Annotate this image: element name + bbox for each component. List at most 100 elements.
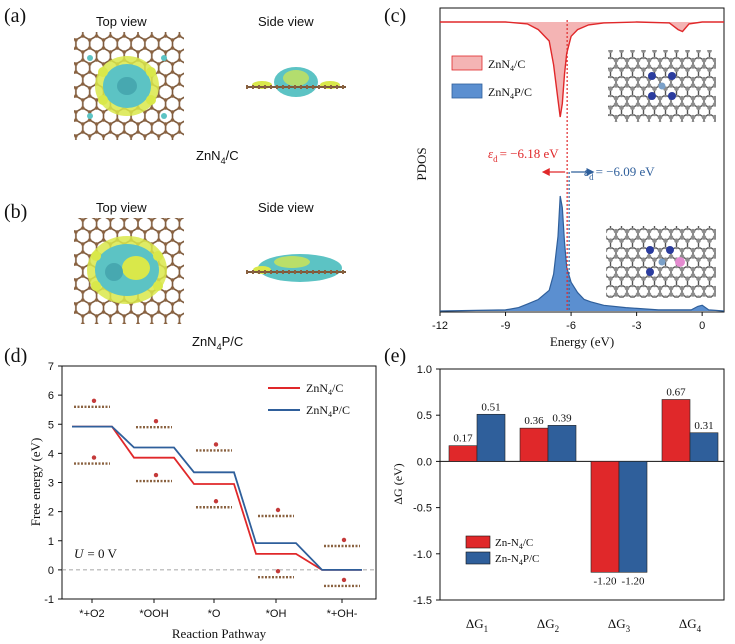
adsorbate-atom	[275, 568, 281, 574]
pdos-blue-arrow	[571, 168, 595, 176]
delta-g-bar-label: 0.51	[481, 401, 500, 413]
delta-g-bar-znn4c	[448, 445, 478, 462]
delta-g-ytick-label: -1.5	[413, 595, 432, 607]
adsorbate-atom	[341, 577, 347, 583]
znn4pc-structure-illustration	[606, 226, 716, 298]
pdos-xlabel: Energy (eV)	[550, 334, 614, 349]
pdos-legend-swatch-znn4pc	[451, 83, 483, 99]
free-energy-ytick-label: 1	[48, 536, 54, 548]
delta-g-bar-label: 0.36	[524, 415, 544, 427]
delta-g-ytick-label: 0.5	[417, 410, 432, 422]
delta-g-ytick-label: 1.0	[417, 364, 432, 376]
delta-g-xtick-label: ΔG4	[679, 616, 702, 634]
panel-b-top-view-label: Top view	[96, 200, 147, 215]
delta-g-bar-znn4c	[590, 461, 620, 573]
delta-g-bar-label: 0.39	[552, 412, 572, 424]
pdos-line-znn4pc	[439, 195, 725, 312]
free-energy-xlabel: Reaction Pathway	[172, 626, 267, 641]
pdos-legend-label-znn4pc: ZnN4P/C	[488, 85, 532, 101]
panel-b-top-view-structure	[74, 218, 184, 324]
delta-g-xtick-label: ΔG2	[537, 616, 559, 634]
delta-g-legend-label-znn4c: Zn-N4/C	[495, 537, 533, 551]
delta-g-xtick-label: ΔG1	[466, 616, 488, 634]
pdos-legend-swatch-znn4c	[451, 55, 483, 71]
delta-g-bar-label: 0.31	[694, 420, 713, 432]
free-energy-line-znn4pc	[72, 425, 362, 571]
panel-a-material-label: ZnN4/C	[196, 148, 239, 166]
free-energy-frame	[61, 365, 377, 600]
pdos-xtick-label: -3	[632, 320, 642, 332]
delta-g-xtick-label: ΔG3	[608, 616, 631, 634]
pdos-xtick-label: 0	[699, 320, 705, 332]
panel-a-side-view-structure	[246, 67, 346, 97]
adsorbate-atom	[213, 499, 219, 504]
free-energy-legend-label-znn4pc: ZnN4P/C	[306, 403, 350, 419]
adsorbate-atom	[91, 398, 97, 403]
pdos-chart: PDOS Energy (eV) -12 -9 -6 -3 0 ZnN4/C ZnN4P…	[414, 7, 725, 349]
pdos-frame	[439, 7, 725, 313]
delta-g-bar-label: 0.17	[453, 433, 473, 445]
panel-a-side-view-label: Side view	[258, 14, 314, 29]
free-energy-xtick-label: *+O2	[79, 608, 104, 620]
delta-g-legend-label-znn4pc: Zn-N4P/C	[495, 553, 539, 567]
free-energy-ylabel: Free energy (eV)	[28, 438, 43, 527]
delta-g-bar-znn4pc	[618, 461, 648, 573]
panel-e-label: (e)	[384, 345, 406, 367]
delta-g-bar-label: -1.20	[594, 575, 617, 587]
potential-annotation: U = 0 V	[74, 546, 117, 561]
free-energy-ytick-label: 6	[48, 390, 54, 402]
delta-g-ylabel: ΔG (eV)	[391, 463, 405, 504]
pdos-legend-label-znn4c: ZnN4/C	[488, 57, 525, 73]
delta-g-legend-swatch-znn4pc	[465, 551, 491, 565]
pdos-ylabel: PDOS	[414, 147, 429, 180]
adsorbate-atom	[341, 537, 347, 543]
delta-g-ytick-label: 0.0	[417, 456, 432, 468]
adsorbate-atom	[153, 472, 159, 478]
adsorbate-structure-illustrations	[74, 398, 360, 588]
delta-g-ytick-label: -1.0	[413, 549, 432, 561]
delta-g-bar-znn4c	[519, 427, 549, 462]
free-energy-ytick-label: -1	[44, 594, 54, 606]
panel-a-top-view-label: Top view	[96, 14, 147, 29]
delta-g-bar-znn4pc	[689, 432, 719, 462]
delta-g-bar-label: -1.20	[622, 575, 645, 587]
pdos-xtick-label: -6	[566, 320, 576, 332]
panel-b-label: (b)	[4, 201, 27, 223]
free-energy-xtick-label: *OOH	[139, 608, 168, 620]
free-energy-ytick-label: 5	[48, 419, 54, 431]
pdos-eps-red-label: εd = −6.18 eV	[488, 146, 559, 164]
pdos-xtick-label: -12	[432, 320, 448, 332]
panel-b-side-view-label: Side view	[258, 200, 314, 215]
free-energy-xtick-label: *O	[208, 608, 221, 620]
adsorbate-atom	[153, 418, 159, 424]
panel-a-top-view-structure	[74, 32, 184, 140]
pdos-red-arrow	[541, 168, 566, 176]
delta-g-bar-znn4c	[661, 399, 691, 462]
free-energy-ytick-label: 2	[48, 507, 54, 519]
adsorbate-atom	[91, 455, 97, 460]
pdos-xtick-label: -9	[501, 320, 511, 332]
free-energy-ytick-label: 4	[48, 448, 54, 460]
free-energy-xtick-label: *OH	[266, 608, 287, 620]
panel-b-side-view-structure	[246, 254, 346, 282]
panel-c-label: (c)	[384, 5, 406, 27]
pdos-eps-blue-label: εd = −6.09 eV	[584, 164, 655, 182]
adsorbate-atom	[213, 442, 219, 447]
free-energy-ytick-label: 7	[48, 361, 54, 373]
free-energy-ytick-label: 3	[48, 478, 54, 490]
panel-d-label: (d)	[4, 345, 27, 367]
delta-g-ytick-label: -0.5	[413, 503, 432, 515]
free-energy-xtick-label: *+OH-	[327, 608, 358, 620]
delta-g-bar-znn4pc	[476, 413, 506, 462]
znn4c-structure-illustration	[608, 50, 716, 122]
delta-g-chart: ΔG (eV) -1.5 -1.0 -0.5 0.0 0.5 1.0 ΔG1 ΔG2 ΔG3 ΔG…	[391, 364, 725, 634]
delta-g-frame	[439, 368, 725, 601]
free-energy-legend-label-znn4c: ZnN4/C	[306, 381, 343, 397]
delta-g-bar-znn4pc	[547, 425, 577, 462]
panel-b-material-label: ZnN4P/C	[192, 334, 243, 352]
panel-a-label: (a)	[4, 5, 26, 27]
delta-g-legend-swatch-znn4c	[465, 535, 491, 549]
pdos-line-znn4c	[440, 21, 724, 118]
free-energy-ytick-label: 0	[48, 565, 54, 577]
